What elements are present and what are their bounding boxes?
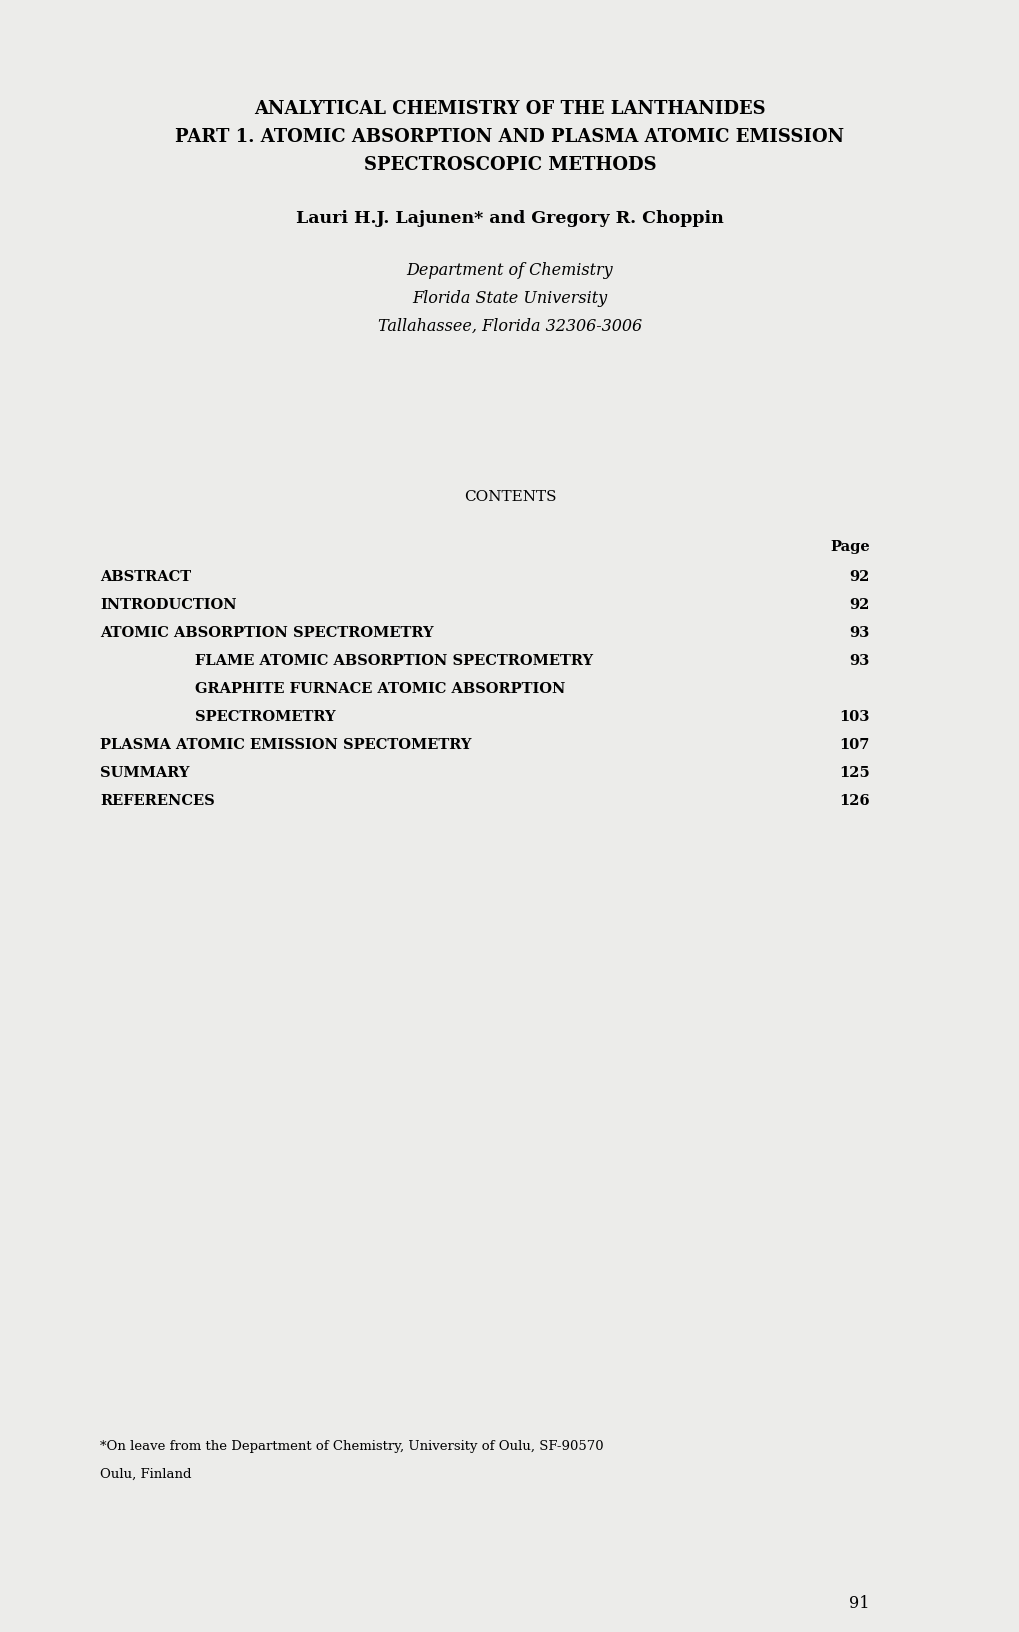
Text: ANALYTICAL CHEMISTRY OF THE LANTHANIDES: ANALYTICAL CHEMISTRY OF THE LANTHANIDES <box>254 100 765 118</box>
Text: INTRODUCTION: INTRODUCTION <box>100 597 236 612</box>
Text: Oulu, Finland: Oulu, Finland <box>100 1467 192 1480</box>
Text: 93: 93 <box>849 653 869 667</box>
Text: PART 1. ATOMIC ABSORPTION AND PLASMA ATOMIC EMISSION: PART 1. ATOMIC ABSORPTION AND PLASMA ATO… <box>175 127 844 145</box>
Text: Lauri H.J. Lajunen* and Gregory R. Choppin: Lauri H.J. Lajunen* and Gregory R. Chopp… <box>296 211 723 227</box>
Text: FLAME ATOMIC ABSORPTION SPECTROMETRY: FLAME ATOMIC ABSORPTION SPECTROMETRY <box>195 653 592 667</box>
Text: Department of Chemistry: Department of Chemistry <box>407 261 612 279</box>
Text: CONTENTS: CONTENTS <box>464 490 555 504</box>
Text: ATOMIC ABSORPTION SPECTROMETRY: ATOMIC ABSORPTION SPECTROMETRY <box>100 625 433 640</box>
Text: SPECTROSCOPIC METHODS: SPECTROSCOPIC METHODS <box>364 157 655 175</box>
Text: SPECTROMETRY: SPECTROMETRY <box>195 710 335 723</box>
Text: Page: Page <box>829 540 869 553</box>
Text: 93: 93 <box>849 625 869 640</box>
Text: SUMMARY: SUMMARY <box>100 765 190 780</box>
Text: PLASMA ATOMIC EMISSION SPECTOMETRY: PLASMA ATOMIC EMISSION SPECTOMETRY <box>100 738 471 752</box>
Text: 92: 92 <box>849 570 869 584</box>
Text: 92: 92 <box>849 597 869 612</box>
Text: 126: 126 <box>839 793 869 808</box>
Text: 103: 103 <box>839 710 869 723</box>
Text: 91: 91 <box>849 1594 869 1611</box>
Text: 125: 125 <box>839 765 869 780</box>
Text: GRAPHITE FURNACE ATOMIC ABSORPTION: GRAPHITE FURNACE ATOMIC ABSORPTION <box>195 682 565 695</box>
Text: 107: 107 <box>839 738 869 752</box>
Text: Florida State University: Florida State University <box>412 290 607 307</box>
Text: Tallahassee, Florida 32306-3006: Tallahassee, Florida 32306-3006 <box>378 318 641 335</box>
Text: REFERENCES: REFERENCES <box>100 793 215 808</box>
Text: ABSTRACT: ABSTRACT <box>100 570 191 584</box>
Text: *On leave from the Department of Chemistry, University of Oulu, SF-90570: *On leave from the Department of Chemist… <box>100 1439 603 1452</box>
